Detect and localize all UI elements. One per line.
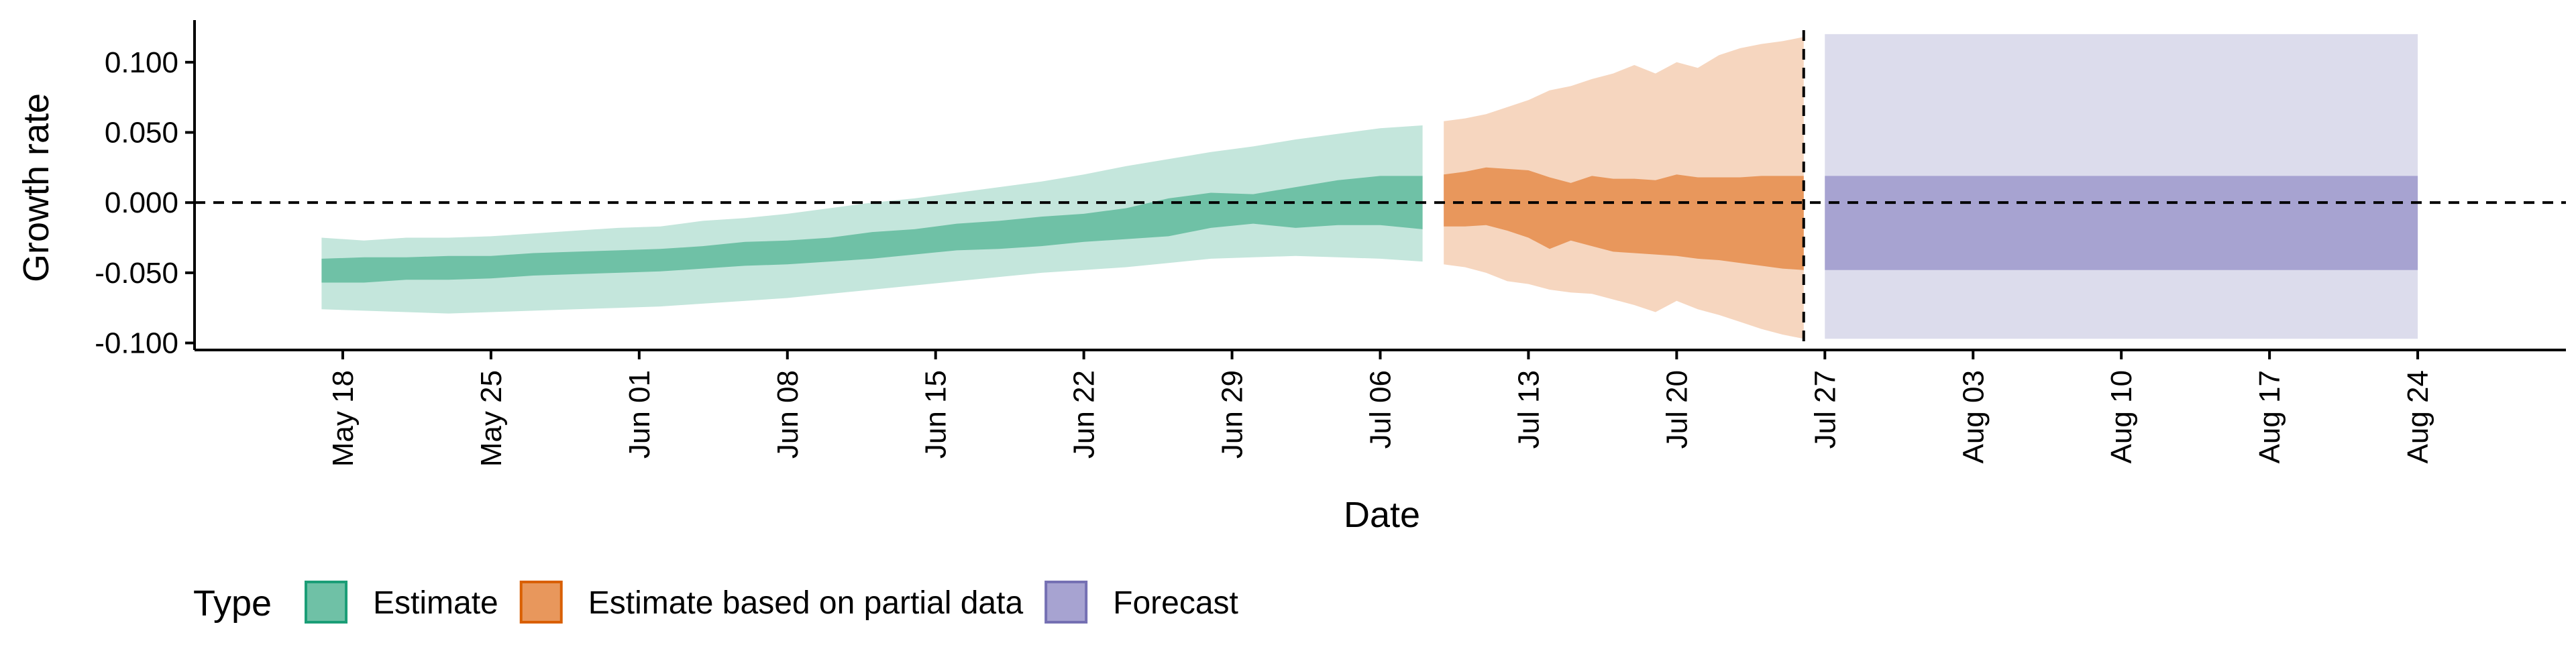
bands-layer — [321, 34, 2418, 339]
legend-label-estimate-based-on-partial-data: Estimate based on partial data — [588, 585, 1024, 621]
x-tick-label: Jul 13 — [1512, 370, 1545, 449]
y-tick-label: 0.000 — [105, 186, 178, 219]
y-tick-label: -0.050 — [95, 257, 178, 290]
x-tick-label: Jun 15 — [920, 370, 953, 459]
y-tick-label: -0.100 — [95, 327, 178, 360]
legend-key-estimate — [305, 581, 347, 624]
estimate-based-on-partial-data-inner-band — [1444, 167, 1804, 270]
legend-key-forecast — [1044, 581, 1088, 624]
reference-lines — [195, 30, 2566, 350]
legend-label-forecast: Forecast — [1113, 585, 1238, 621]
legend-key-estimate-based-on-partial-data — [519, 581, 563, 624]
x-tick-label: Aug 17 — [2253, 370, 2286, 463]
forecast-inner-band — [1825, 176, 2418, 270]
x-tick-label: Jul 06 — [1364, 370, 1397, 449]
y-tick-label: 0.100 — [105, 46, 178, 79]
y-axis-title: Growth rate — [16, 93, 56, 282]
x-tick-label: Jun 08 — [771, 370, 804, 459]
y-tick-label: 0.050 — [105, 116, 178, 149]
x-axis-title: Date — [1344, 495, 1420, 535]
x-tick-label: Jun 01 — [623, 370, 656, 459]
x-tick-label: Jul 27 — [1809, 370, 1841, 449]
x-tick-label: Jul 20 — [1660, 370, 1693, 449]
x-tick-label: Aug 10 — [2105, 370, 2138, 463]
axes: 0.100 0.050 0.000 -0.050 -0.100 May 18 May 25 J… — [95, 20, 2566, 467]
legend-label-estimate: Estimate — [373, 585, 498, 621]
x-tick-label: Jun 29 — [1216, 370, 1249, 459]
x-tick-label: May 25 — [475, 370, 508, 467]
x-tick-label: Aug 24 — [2402, 370, 2434, 463]
x-tick-label: Aug 03 — [1957, 370, 1990, 463]
x-tick-label: Jun 22 — [1068, 370, 1101, 459]
legend: Type Estimate Estimate based on partial d… — [193, 581, 1238, 624]
legend-title: Type — [193, 583, 272, 624]
estimate-inner-band — [321, 176, 1423, 283]
x-tick-label: May 18 — [327, 370, 360, 467]
